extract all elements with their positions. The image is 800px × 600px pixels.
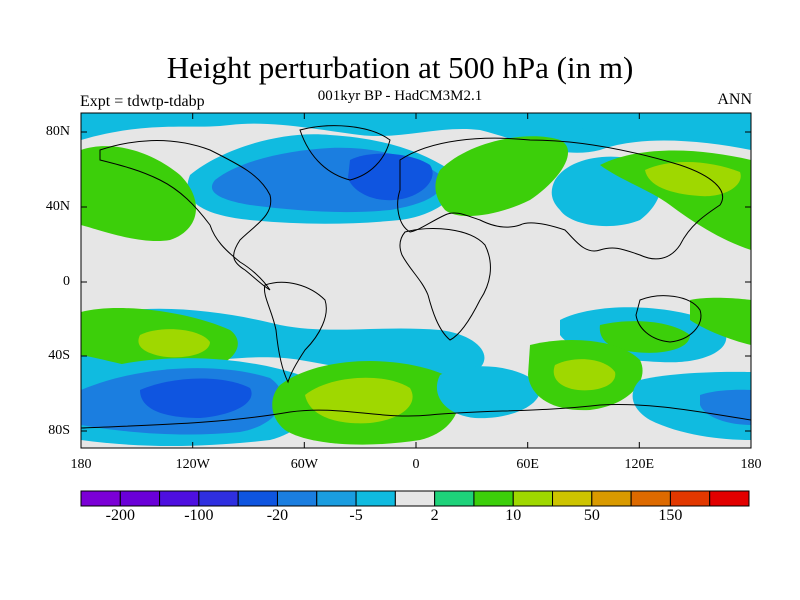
colorbar-swatch: [709, 490, 750, 507]
africa-coast: [399, 228, 491, 341]
latitude-label: 80N: [45, 124, 70, 139]
longitude-label: 60W: [290, 457, 318, 472]
colorbar-swatch: [198, 490, 239, 507]
antarctica-coast: [81, 403, 751, 429]
experiment-label: Expt = tdwtp-tdabp: [80, 93, 205, 110]
longitude-label: 0: [412, 457, 420, 472]
map-subtitle: 001kyr BP - HadCM3M2.1: [317, 88, 483, 104]
colorbar-swatch: [591, 490, 632, 507]
colorbar-swatch: [119, 490, 161, 507]
colorbar-label: -100: [184, 507, 214, 524]
longitude-label: 180: [740, 457, 762, 472]
north-america-coast: [99, 140, 272, 291]
contour-yellow-south-indian-ocean: [553, 359, 616, 391]
colorbar-swatch: [512, 490, 554, 507]
longitude-label: 180: [70, 457, 92, 472]
colorbar: [80, 490, 750, 507]
latitude-label: 40N: [45, 199, 70, 214]
longitude-label: 60E: [516, 457, 539, 472]
colorbar-label: 2: [430, 507, 439, 524]
colorbar-swatch: [552, 490, 593, 507]
colorbar-swatch: [237, 490, 278, 507]
longitude-label: 120E: [624, 457, 655, 472]
colorbar-label: -200: [105, 507, 135, 524]
colorbar-swatch: [276, 490, 318, 507]
contour-cyan-arctic-east: [580, 114, 751, 145]
colorbar-swatch: [473, 490, 514, 507]
latitude-label: 40S: [48, 348, 70, 363]
latitude-label: 80S: [48, 423, 70, 438]
colorbar-swatch: [159, 490, 200, 507]
colorbar-swatch: [355, 490, 396, 507]
contour-green-eurasia: [435, 136, 569, 217]
colorbar-swatch: [434, 490, 475, 507]
contour-cyan-south-east: [632, 371, 751, 440]
contour-yellow-south-pacific: [138, 329, 210, 358]
contour-blue-south-east: [700, 389, 751, 425]
colorbar-label: -5: [349, 507, 363, 524]
contour-darkblue-southern-ocean: [140, 378, 252, 418]
axis-ticks: [80, 113, 752, 448]
australia-coast: [635, 295, 702, 343]
latitude-label: 0: [63, 274, 70, 289]
contour-green-east: [690, 297, 751, 345]
contour-cyan-indian-ocean: [436, 366, 541, 419]
colorbar-label: -20: [266, 507, 289, 524]
longitude-label: 120W: [175, 457, 210, 472]
colorbar-label: 10: [505, 507, 522, 524]
map-title: Height perturbation at 500 hPa (in m): [166, 50, 634, 85]
colorbar-swatch: [669, 490, 711, 507]
contour-green-indian: [599, 321, 690, 353]
coastlines: [81, 125, 751, 429]
colorbar-swatch: [394, 490, 436, 507]
colorbar-label: 50: [583, 507, 600, 524]
colorbar-label: 150: [658, 507, 683, 524]
colorbar-swatch: [316, 490, 357, 507]
map-area: [81, 113, 751, 448]
colorbar-swatch: [630, 490, 671, 507]
season-label: ANN: [717, 91, 752, 108]
contour-green-northwest: [81, 146, 197, 242]
contour-darkblue-greenland: [348, 153, 433, 201]
contour-yellow-pacific: [645, 161, 741, 197]
south-america-coast: [263, 281, 327, 384]
contour-yellow-antarctic: [305, 377, 413, 424]
colorbar-swatch: [80, 490, 121, 507]
greenland-coast: [299, 125, 391, 181]
eurasia-coast: [397, 137, 723, 260]
